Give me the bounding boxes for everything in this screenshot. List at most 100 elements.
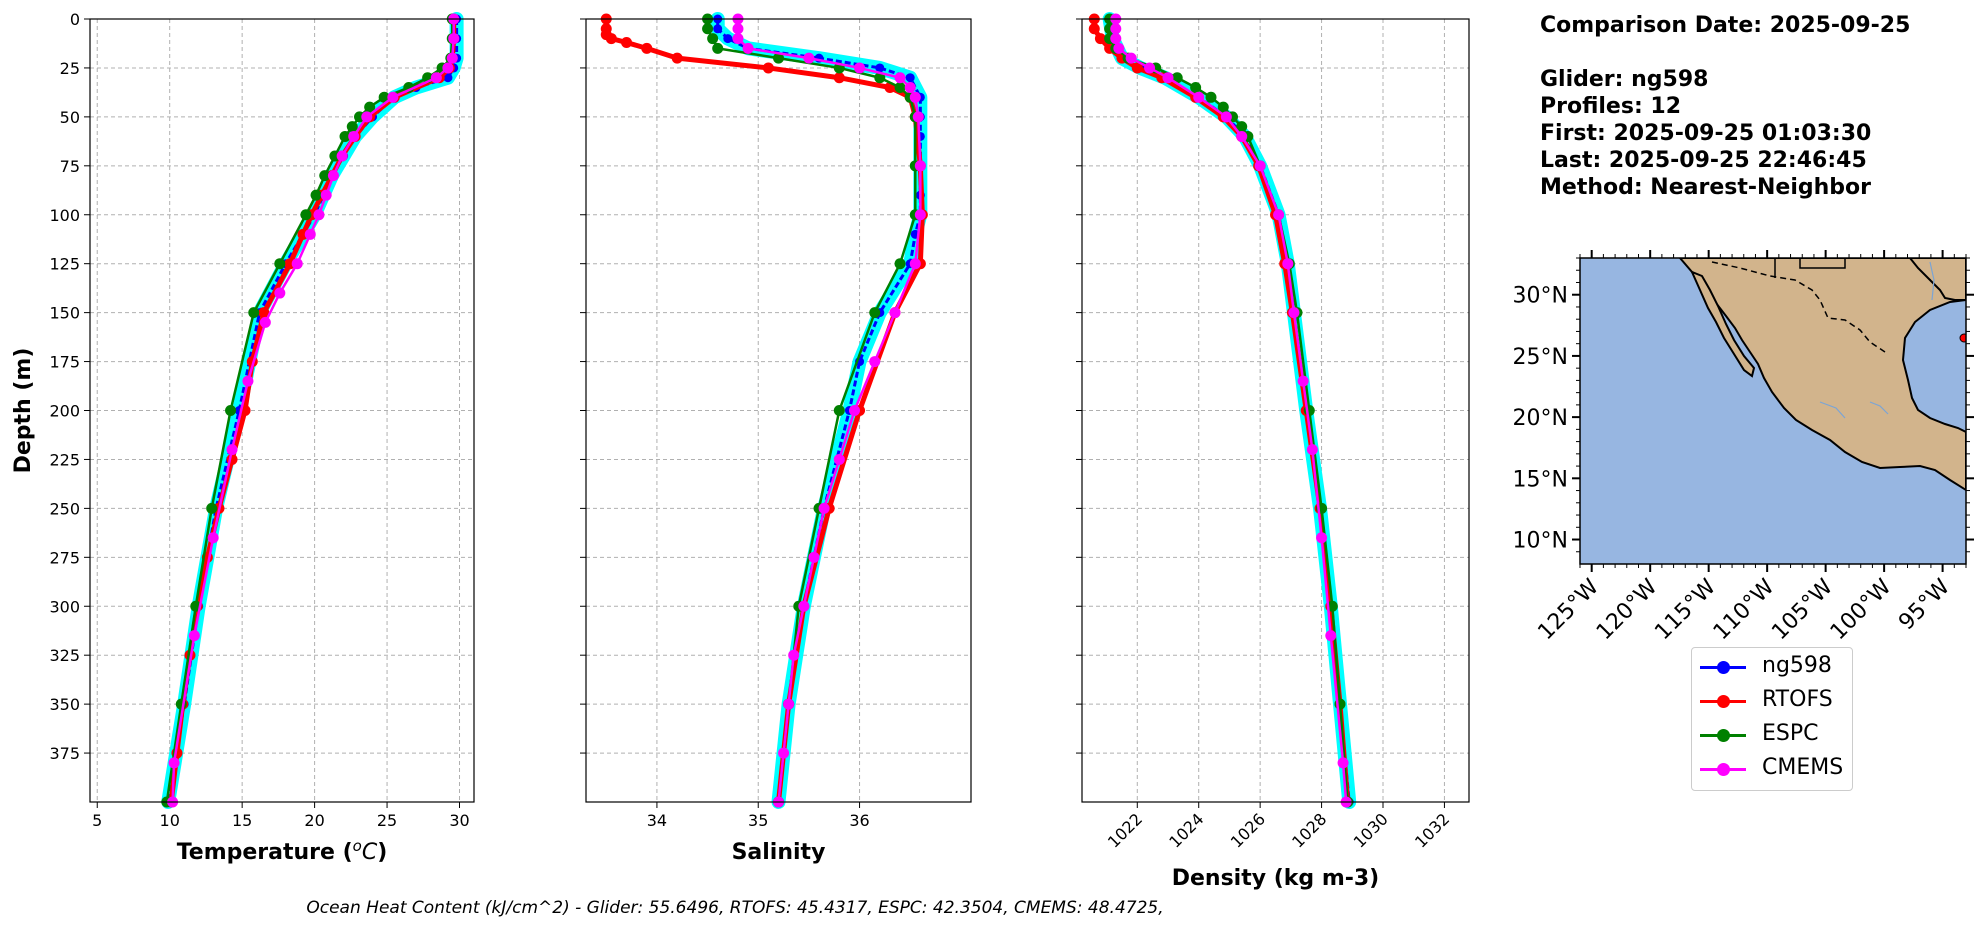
data-point-cmems — [274, 287, 286, 299]
data-point-cmems — [1110, 33, 1122, 45]
legend: ng598 RTOFS ESPC CMEMS — [1691, 647, 1853, 791]
data-point-cmems — [1110, 23, 1122, 35]
legend-item-ng598: ng598 — [1692, 651, 1852, 685]
data-point-espc — [300, 209, 312, 221]
data-point-cmems — [1193, 91, 1205, 103]
legend-item-espc: ESPC — [1692, 719, 1852, 753]
data-point-cmems — [1325, 630, 1337, 642]
axes-frame — [585, 18, 972, 803]
map-lat-label: 30°N — [1513, 284, 1568, 309]
axes-frame — [89, 18, 475, 803]
data-point-espc — [339, 130, 351, 142]
data-point-espc — [773, 52, 784, 64]
data-point-cmems — [446, 52, 458, 64]
y-axis-label: Depth (m) — [11, 348, 36, 474]
x-axis-label: Temperature (oC) — [177, 837, 388, 865]
map-lat-label: 20°N — [1513, 406, 1568, 431]
data-point-rtofs — [833, 72, 845, 84]
data-point-cmems — [889, 307, 901, 319]
data-point-cmems — [818, 502, 830, 514]
data-point-espc — [274, 258, 286, 270]
data-point-espc — [1205, 91, 1217, 103]
profile-count: Profiles: 12 — [1540, 94, 1682, 119]
data-point-espc — [1326, 600, 1338, 612]
data-point-rtofs — [1094, 33, 1106, 45]
data-point-cmems — [1282, 258, 1294, 270]
legend-item-cmems: CMEMS — [1692, 753, 1852, 787]
legend-marker — [1717, 763, 1730, 776]
data-point-cmems — [833, 453, 845, 465]
y-tick-label: 150 — [49, 304, 80, 323]
data-point-cmems — [732, 23, 744, 35]
map-lon-label: 110°W — [1709, 574, 1780, 645]
data-point-espc — [225, 405, 237, 416]
x-tick-label: 5 — [92, 811, 102, 830]
axes-frame — [1081, 18, 1470, 803]
data-point-cmems — [348, 130, 360, 142]
data-point-cmems — [430, 72, 442, 84]
data-point-cmems — [242, 375, 254, 387]
data-point-cmems — [387, 91, 399, 103]
map-lat-label: 15°N — [1513, 467, 1568, 492]
data-point-cmems — [732, 33, 744, 45]
data-point-rtofs — [1088, 23, 1100, 35]
series-line-cmems — [171, 19, 455, 803]
map-lon-label: 100°W — [1826, 574, 1897, 645]
y-tick-label: 325 — [49, 646, 80, 665]
data-point-espc — [206, 502, 218, 514]
x-tick-label: 25 — [377, 811, 397, 830]
legend-marker — [1717, 695, 1730, 708]
data-point-cmems — [361, 111, 373, 123]
x-tick-label: 36 — [849, 811, 869, 830]
data-point-cmems — [448, 33, 460, 45]
data-point-espc — [712, 42, 724, 54]
data-point-cmems — [1337, 757, 1349, 769]
data-point-cmems — [1288, 307, 1300, 319]
data-point-cmems — [1144, 62, 1156, 74]
x-tick-label: 10 — [160, 811, 180, 830]
data-point-cmems — [336, 150, 348, 162]
legend-marker — [1717, 661, 1730, 674]
x-tick-label: 30 — [449, 811, 469, 830]
x-axis-label: Salinity — [732, 840, 826, 865]
y-tick-label: 75 — [60, 157, 80, 176]
data-point-cmems — [1125, 52, 1137, 64]
y-tick-label: 100 — [49, 206, 80, 225]
data-point-cmems — [909, 91, 921, 103]
data-point-ng598 — [905, 73, 915, 83]
data-point-ng598 — [875, 63, 885, 73]
data-point-espc — [894, 82, 906, 94]
x-tick-label: 1028 — [1288, 809, 1330, 851]
data-point-rtofs — [621, 36, 633, 48]
map-lon-label: 115°W — [1650, 574, 1721, 645]
map-land-mexico — [1678, 258, 1966, 492]
data-point-cmems — [1316, 532, 1328, 544]
legend-label: ESPC — [1762, 721, 1819, 746]
x-tick-label: 1030 — [1350, 809, 1392, 851]
x-axis-label: Density (kg m-3) — [1172, 866, 1380, 891]
map-land-baja — [1690, 270, 1756, 378]
data-point-cmems — [909, 258, 921, 270]
data-point-cmems — [742, 42, 754, 54]
legend-label: ng598 — [1762, 653, 1832, 678]
data-point-cmems — [327, 170, 339, 182]
data-point-cmems — [914, 160, 926, 172]
y-tick-label: 200 — [49, 402, 80, 421]
map-lat-label: 10°N — [1513, 529, 1568, 554]
data-point-rtofs — [1131, 62, 1143, 74]
data-point-cmems — [259, 316, 271, 328]
map-lat-label: 25°N — [1513, 345, 1568, 370]
data-point-ng598 — [443, 73, 453, 83]
data-point-cmems — [442, 62, 454, 74]
x-tick-label: 35 — [748, 811, 768, 830]
data-point-espc — [874, 72, 886, 84]
map-lon-label: 95°W — [1894, 574, 1955, 635]
data-point-cmems — [1220, 111, 1232, 123]
map-river — [1819, 261, 1935, 419]
data-point-espc — [346, 121, 358, 133]
last-time: Last: 2025-09-25 22:46:45 — [1540, 148, 1867, 173]
data-point-cmems — [904, 82, 916, 94]
data-point-espc — [319, 170, 331, 182]
density-panel: 1022 1024 1026 1028 1030 1032 Density (kg m-3) — [1076, 12, 1470, 891]
y-tick-label: 275 — [49, 548, 80, 567]
